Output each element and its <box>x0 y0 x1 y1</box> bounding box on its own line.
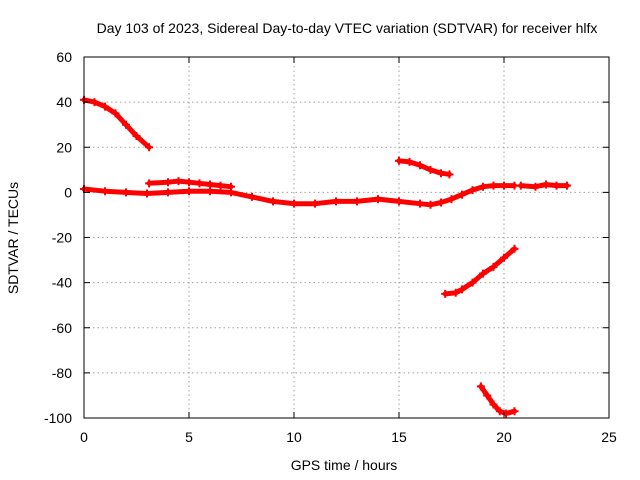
y-tick-label: 40 <box>56 94 72 110</box>
data-point <box>416 161 424 170</box>
data-point <box>552 181 561 190</box>
chart-title: Day 103 of 2023, Sidereal Day-to-day VTE… <box>97 20 598 36</box>
data-point <box>164 178 172 187</box>
data-point <box>90 98 99 107</box>
x-tick-label: 25 <box>601 429 617 445</box>
data-point <box>216 181 225 190</box>
data-point <box>458 285 466 294</box>
data-point <box>483 391 492 400</box>
data-point <box>426 165 435 174</box>
data-point <box>500 253 508 262</box>
data-point <box>500 181 508 190</box>
y-tick-label: -20 <box>52 230 72 246</box>
data-point <box>269 197 277 206</box>
data-point <box>479 269 487 278</box>
y-tick-label: 0 <box>64 184 72 200</box>
data-point <box>563 181 571 190</box>
data-point <box>395 156 403 165</box>
data-point <box>479 182 487 191</box>
data-point <box>510 244 519 253</box>
data-point <box>374 195 382 204</box>
data-point <box>185 187 193 196</box>
y-tick-label: -80 <box>52 365 72 381</box>
data-point <box>122 188 130 197</box>
data-point <box>447 195 456 204</box>
data-point <box>122 120 130 129</box>
data-point <box>502 409 511 418</box>
data-point <box>185 178 193 187</box>
data-point <box>495 407 504 416</box>
series-group <box>80 95 571 418</box>
data-point <box>395 197 403 206</box>
data-point <box>468 186 477 195</box>
data-point <box>132 131 141 140</box>
data-point <box>206 180 214 189</box>
data-point <box>531 182 540 191</box>
data-point <box>111 109 120 118</box>
data-point <box>510 407 519 416</box>
data-point <box>143 189 151 198</box>
data-point <box>174 177 183 186</box>
data-point <box>437 198 445 207</box>
data-point <box>516 181 525 190</box>
data-point <box>101 187 109 196</box>
data-point <box>311 199 319 208</box>
data-point <box>227 182 235 191</box>
data-point <box>437 169 445 178</box>
y-tick-label: -40 <box>52 275 72 291</box>
axis-ticks <box>83 56 610 419</box>
x-tick-label: 5 <box>185 429 193 445</box>
data-point <box>145 143 154 152</box>
data-point <box>426 200 435 209</box>
x-tick-label: 10 <box>286 429 302 445</box>
y-tick-label: 20 <box>56 139 72 155</box>
data-point <box>458 190 466 199</box>
data-point <box>145 179 154 188</box>
x-axis-label: GPS time / hours <box>291 457 398 473</box>
grid <box>84 57 609 418</box>
y-axis-label: SDTVAR / TECUs <box>5 182 21 294</box>
series-line-arc-main <box>81 183 517 208</box>
data-point <box>542 180 550 189</box>
data-point <box>206 187 214 196</box>
data-point <box>489 262 498 271</box>
x-tick-label: 15 <box>391 429 407 445</box>
series-line-arc-deep <box>478 383 517 416</box>
data-point <box>489 181 498 190</box>
data-point <box>441 289 450 298</box>
series-line-arc-early-high <box>81 97 152 150</box>
x-tick-label: 20 <box>496 429 512 445</box>
data-point <box>445 170 454 179</box>
data-point <box>353 197 361 206</box>
y-tick-label: 60 <box>56 49 72 65</box>
data-point <box>451 288 460 297</box>
data-point <box>248 192 256 201</box>
data-point <box>489 400 498 409</box>
x-tick-label: 0 <box>80 429 88 445</box>
data-point <box>101 102 109 111</box>
data-point <box>416 199 424 208</box>
data-point <box>476 382 485 391</box>
data-point <box>164 188 172 197</box>
data-point <box>468 278 477 287</box>
y-tick-label: -60 <box>52 320 72 336</box>
data-point <box>290 199 298 208</box>
data-point <box>332 197 340 206</box>
data-point <box>405 157 414 166</box>
data-point <box>195 179 204 188</box>
y-tick-label: -100 <box>44 410 72 426</box>
x-tick-labels: 0 5 10 15 20 25 <box>80 429 617 445</box>
y-tick-labels: -100 -80 -60 -40 -20 0 20 40 60 <box>44 49 72 426</box>
